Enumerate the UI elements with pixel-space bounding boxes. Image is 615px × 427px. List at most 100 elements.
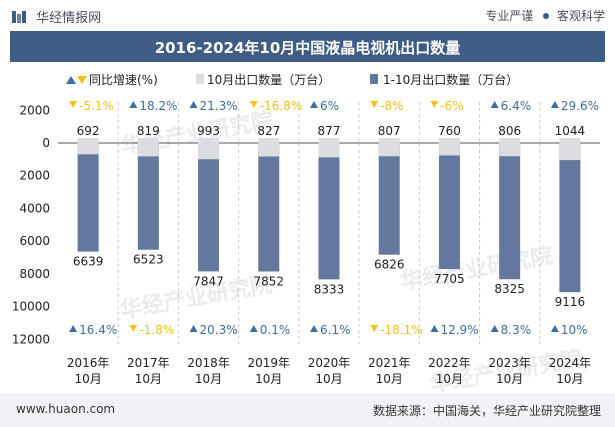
growth-month-label: 6.4%	[501, 99, 531, 113]
growth-down-triangle-icon	[430, 101, 439, 108]
legend-label-month: 10月出口数量（万台）	[207, 72, 330, 87]
bar-month	[198, 138, 220, 160]
growth-up-triangle-icon	[550, 325, 559, 332]
bar-month	[77, 138, 99, 155]
bar-ytd-value-label: 6523	[133, 253, 164, 267]
bar-month	[438, 138, 460, 156]
legend-swatch-month	[196, 74, 204, 84]
growth-up-triangle-icon	[129, 101, 138, 108]
growth-ytd-label: -18.1%	[380, 323, 422, 337]
bar-month-value-label: 877	[318, 124, 341, 138]
x-category-label-year: 2019年	[248, 356, 291, 370]
bar-month-value-label: 819	[137, 124, 160, 138]
x-category-label-year: 2018年	[187, 356, 230, 370]
bar-month	[378, 138, 400, 157]
x-category-label-month: 10月	[74, 372, 101, 386]
growth-month-label: -16.8%	[260, 99, 302, 113]
bar-month	[137, 138, 159, 157]
x-category-label-month: 10月	[315, 372, 342, 386]
bar-month	[499, 138, 521, 157]
site-url[interactable]: www.huaon.com	[16, 402, 116, 416]
bar-ytd	[559, 143, 581, 293]
growth-up-triangle-icon	[69, 325, 78, 332]
growth-month-label: -8%	[380, 99, 403, 113]
growth-up-triangle-icon	[249, 325, 258, 332]
tagline-b: 客观科学	[556, 9, 605, 23]
chart-title: 2016-2024年10月中国液晶电视机出口数量	[154, 39, 461, 57]
x-category-label-month: 10月	[556, 372, 583, 386]
bar-month-value-label: 760	[438, 124, 461, 138]
growth-down-triangle-icon	[249, 101, 258, 108]
growth-up-triangle-icon	[310, 101, 318, 108]
bar-month-value-label: 827	[257, 124, 280, 138]
bar-month-value-label: 1044	[555, 124, 586, 138]
x-category-label-year: 2023年	[488, 356, 531, 370]
growth-down-triangle-icon	[370, 101, 379, 108]
y-tick-label: 4000	[19, 201, 50, 215]
bar-month	[318, 138, 340, 158]
y-tick-label: 10000	[12, 300, 50, 314]
x-category-label-year: 2022年	[428, 356, 471, 370]
bar-ytd	[378, 143, 400, 255]
watermark: 华经产业研究院	[398, 243, 554, 295]
legend-swatch-ytd	[370, 74, 378, 84]
bar-month	[258, 138, 280, 157]
legend-up-triangle-icon	[66, 76, 76, 84]
x-category-label-year: 2017年	[127, 356, 170, 370]
brand-logo-icon	[12, 11, 26, 23]
bar-ytd-value-label: 8333	[314, 282, 345, 296]
growth-ytd-label: 16.4%	[79, 323, 117, 337]
tagline: 专业严谨 客观科学	[485, 7, 605, 24]
brand-name: 华经情报网	[36, 11, 102, 26]
x-category-label-month: 10月	[255, 372, 282, 386]
bar-ytd	[137, 143, 159, 250]
bar-ytd	[499, 143, 521, 280]
legend-label-ytd: 1-10月出口数量（万台）	[383, 72, 518, 87]
brand[interactable]: 华经情报网	[12, 7, 101, 26]
growth-down-triangle-icon	[370, 325, 379, 332]
x-category-label-year: 2020年	[308, 356, 351, 370]
bar-ytd-value-label: 7852	[254, 274, 285, 288]
bar-month-value-label: 806	[498, 124, 521, 138]
y-tick-label: 6000	[19, 234, 50, 248]
bar-ytd	[438, 143, 460, 270]
growth-ytd-label: -1.8%	[139, 323, 174, 337]
legend-label-growth: 同比增速(%)	[89, 73, 158, 87]
growth-month-label: 6%	[320, 99, 339, 113]
bar-ytd-value-label: 7705	[434, 272, 465, 286]
tagline-a: 专业严谨	[485, 9, 534, 23]
growth-up-triangle-icon	[189, 325, 198, 332]
bar-ytd	[318, 143, 340, 280]
x-category-label-month: 10月	[195, 372, 222, 386]
growth-up-triangle-icon	[490, 101, 499, 108]
bar-ytd	[77, 143, 99, 252]
bar-month-value-label: 993	[197, 124, 220, 138]
x-category-label-month: 10月	[376, 372, 403, 386]
y-tick-label: 2000	[19, 169, 50, 183]
growth-down-triangle-icon	[69, 101, 78, 108]
growth-month-label: 21.3%	[200, 99, 238, 113]
growth-ytd-label: 20.3%	[200, 323, 238, 337]
y-tick-label: 0	[42, 136, 50, 150]
bar-month	[559, 138, 581, 161]
bar-ytd-value-label: 6826	[374, 258, 405, 272]
growth-up-triangle-icon	[189, 101, 198, 108]
bar-ytd-value-label: 8325	[494, 282, 525, 296]
bar-ytd	[198, 143, 220, 272]
bar-month-value-label: 692	[77, 124, 100, 138]
x-category-label-month: 10月	[135, 372, 162, 386]
separator-dot-icon	[543, 13, 550, 19]
bar-month-value-label: 807	[378, 124, 401, 138]
growth-up-triangle-icon	[430, 325, 439, 332]
x-category-label-month: 10月	[496, 372, 523, 386]
footer: www.huaon.com 数据来源：中国海关，华经产业研究院整理	[0, 393, 615, 427]
growth-ytd-label: 12.9%	[440, 323, 478, 337]
bar-ytd-value-label: 6639	[73, 255, 104, 269]
growth-month-label: 18.2%	[139, 99, 177, 113]
growth-ytd-label: 10%	[561, 323, 588, 337]
growth-ytd-label: 0.1%	[260, 323, 291, 337]
x-category-label-month: 10月	[436, 372, 463, 386]
y-tick-label: 8000	[19, 267, 50, 281]
